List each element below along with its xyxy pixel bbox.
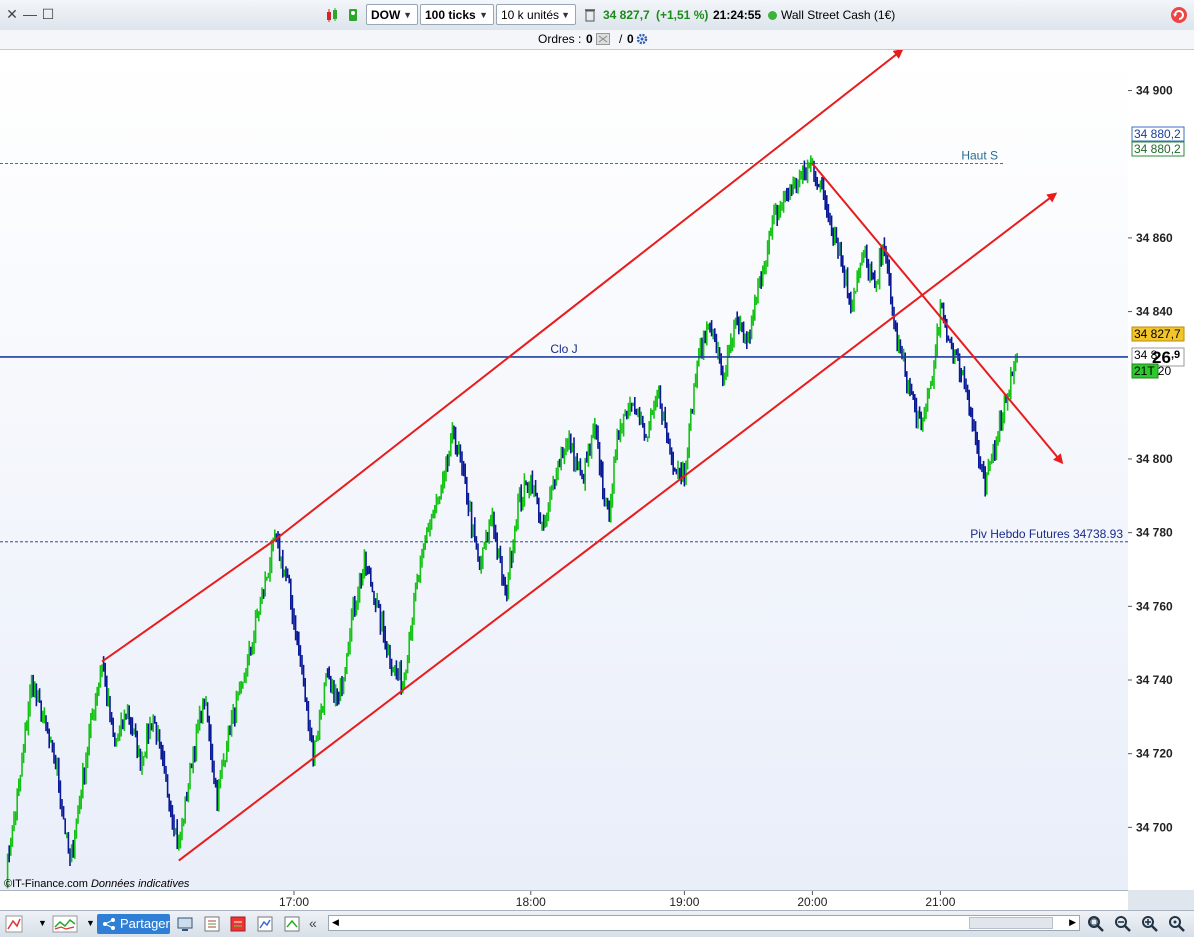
x-tick-label: 20:00 <box>797 895 827 909</box>
y-tick-label: 34 780 <box>1136 526 1173 540</box>
zoom-fit-icon[interactable] <box>1087 915 1105 933</box>
x-tick-label: 19:00 <box>669 895 699 909</box>
price-change: (+1,51 %) <box>656 8 709 22</box>
maximize-icon[interactable]: ☐ <box>41 6 55 22</box>
y-tick-label: 34 800 <box>1136 452 1173 466</box>
x-tick-label: 21:00 <box>925 895 955 909</box>
stock-icon[interactable] <box>346 7 360 23</box>
top-toolbar: ✕ — ☐ DOW ▼ 100 ticks ▼ 10 k unités ▼ 34 82… <box>0 0 1194 31</box>
export-icon[interactable] <box>283 915 301 933</box>
share-button[interactable]: Partager <box>97 914 170 934</box>
scroll-right-icon[interactable]: ▶ <box>1069 917 1076 927</box>
refresh-icon[interactable] <box>1169 5 1189 25</box>
y-tick-label: 34 840 <box>1136 305 1173 319</box>
x-tick-label: 17:00 <box>279 895 309 909</box>
level-label: Haut S <box>961 148 998 162</box>
price-axis-svg: 34 900 34 860 34 840 34 800 34 780 34 760 34 7… <box>1128 84 1185 834</box>
trash-icon[interactable] <box>583 7 597 23</box>
y-tick-label: 34 900 <box>1136 84 1173 98</box>
x-tick-label: 18:00 <box>516 895 546 909</box>
trend-line <box>274 50 904 541</box>
zoom-out-icon[interactable] <box>1114 915 1132 933</box>
orders-separator: / <box>619 32 623 46</box>
quote-time: 21:24:55 <box>713 8 762 22</box>
price-tag-label: 34 880,2 <box>1134 142 1181 156</box>
bottom-toolbar: ▼ ▼ Partager « ◀ ▶ <box>0 910 1194 937</box>
chevron-down-icon[interactable]: ▼ <box>86 918 95 928</box>
scrollbar-thumb[interactable] <box>969 917 1053 929</box>
credit-note: Données indicatives <box>90 878 190 890</box>
screen-icon[interactable] <box>176 915 194 933</box>
draw-tool-icon[interactable] <box>5 915 23 933</box>
price-tag-box <box>1131 326 1185 342</box>
price-tag-label: 34 880,2 <box>1134 127 1181 141</box>
alert-icon[interactable] <box>256 915 274 933</box>
price-axis[interactable]: 34 900 34 860 34 840 34 800 34 780 34 760 34 7… <box>1128 50 1194 890</box>
price-tag-box <box>1131 363 1159 379</box>
price-tag-big: 26 <box>1152 348 1171 367</box>
time-axis[interactable]: 17:00 18:00 19:00 20:00 21:00 <box>0 890 1128 911</box>
gear-icon[interactable] <box>635 32 651 46</box>
orders-icon[interactable] <box>229 915 247 933</box>
y-tick-label: 34 720 <box>1136 747 1173 761</box>
price-tag-label: 34 827,7 <box>1134 327 1181 341</box>
period-select[interactable]: 100 ticks ▼ <box>420 4 494 25</box>
credit-source: ©IT-Finance.com <box>4 878 88 890</box>
price-chart[interactable]: Clo J Haut S Piv Hebdo Futures 34738.93 <box>0 50 1128 890</box>
orders-bar: Ordres : 0 / 0 <box>0 30 1194 50</box>
instrument-name: Wall Street Cash (1€) <box>781 8 896 22</box>
price-tag-label: 34 8 <box>1134 348 1158 362</box>
price-tag-small: ,9 <box>1171 349 1180 361</box>
scroll-left-icon[interactable]: ◀ <box>332 917 339 927</box>
price-tag-box <box>1131 141 1185 157</box>
time-axis-svg: 17:00 18:00 19:00 20:00 21:00 <box>279 891 956 909</box>
price-tag-label: 21T 20 <box>1134 364 1171 378</box>
volume-unit-select[interactable]: 10 k unités ▼ <box>496 4 576 25</box>
share-icon <box>103 918 115 930</box>
chevron-down-icon[interactable]: ▼ <box>38 918 47 928</box>
y-tick-label: 34 740 <box>1136 673 1173 687</box>
orders-count-a: 0 <box>586 32 593 46</box>
level-label: Clo J <box>550 342 577 356</box>
orders-label: Ordres : <box>538 32 582 46</box>
data-credit: ©IT-Finance.com Données indicatives <box>4 878 189 890</box>
chevron-down-icon: ▼ <box>561 10 570 20</box>
chevron-down-icon: ▼ <box>403 10 412 20</box>
symbol-select[interactable]: DOW ▼ <box>366 4 418 25</box>
candles-icon[interactable] <box>325 7 339 23</box>
zoom-in-icon[interactable] <box>1141 915 1159 933</box>
orders-close-icon[interactable] <box>596 33 610 45</box>
trend-line <box>101 539 276 663</box>
close-icon[interactable]: ✕ <box>6 6 18 22</box>
chart-area[interactable]: Clo J Haut S Piv Hebdo Futures 34738.93 <box>0 50 1129 890</box>
chevron-down-icon: ▼ <box>479 10 488 20</box>
orders-count-b: 0 <box>627 32 634 46</box>
collapse-icon[interactable]: « <box>309 915 317 931</box>
level-label: Piv Hebdo Futures 34738.93 <box>970 527 1123 541</box>
trend-line <box>178 192 1058 862</box>
y-tick-label: 34 700 <box>1136 820 1173 834</box>
last-price: 34 827,7 <box>603 8 650 22</box>
time-scrollbar[interactable]: ◀ ▶ <box>328 915 1080 931</box>
minimize-icon[interactable]: — <box>23 6 37 22</box>
indicators-icon[interactable] <box>52 915 78 933</box>
price-tag-box <box>1131 126 1185 142</box>
list-icon[interactable] <box>203 915 221 933</box>
market-open-icon <box>768 11 777 20</box>
trend-line <box>811 162 1064 465</box>
y-tick-label: 34 760 <box>1136 599 1173 613</box>
zoom-reset-icon[interactable] <box>1168 915 1186 933</box>
price-series <box>6 155 1019 889</box>
y-tick-label: 34 860 <box>1136 231 1173 245</box>
